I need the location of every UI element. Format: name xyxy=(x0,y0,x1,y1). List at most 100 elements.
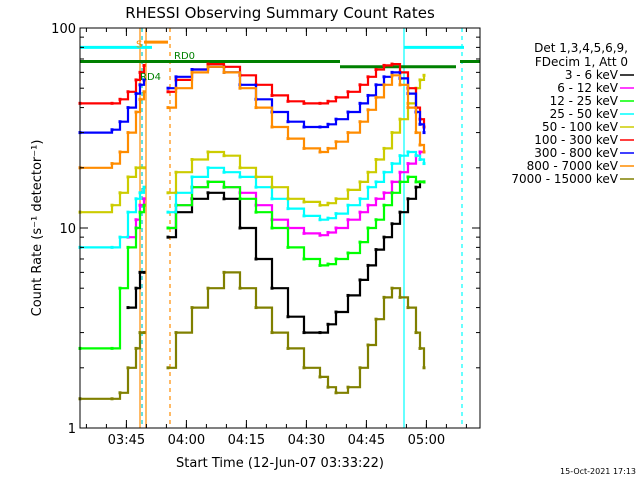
x-tick-label: 04:30 xyxy=(288,433,325,448)
data-point xyxy=(126,131,130,135)
data-point xyxy=(390,62,394,66)
data-point xyxy=(326,146,330,150)
data-point xyxy=(142,331,146,335)
data-point xyxy=(238,166,242,170)
data-point xyxy=(406,150,410,154)
data-point xyxy=(118,150,122,154)
data-point xyxy=(422,73,426,77)
data-point xyxy=(238,226,242,230)
data-point xyxy=(358,120,362,124)
data-point xyxy=(118,391,122,395)
data-point xyxy=(318,218,322,222)
data-point xyxy=(190,70,194,74)
data-point xyxy=(390,180,394,184)
data-point xyxy=(346,293,350,297)
data-point xyxy=(174,331,178,335)
data-point xyxy=(174,75,178,79)
data-point xyxy=(366,93,370,97)
legend-label: 300 - 800 keV xyxy=(534,146,618,160)
data-point xyxy=(366,226,370,230)
data-point xyxy=(374,218,378,222)
data-point xyxy=(326,216,330,220)
series-25-50-kev xyxy=(78,150,426,249)
data-point xyxy=(286,197,290,201)
y-tick-label: 1 xyxy=(68,422,76,437)
data-point xyxy=(382,295,386,299)
series-line xyxy=(80,271,426,400)
y-tick-label: 10 xyxy=(59,222,76,237)
data-point xyxy=(406,175,410,179)
data-point xyxy=(302,257,306,261)
data-point xyxy=(398,170,402,174)
data-point xyxy=(222,270,226,274)
data-point xyxy=(134,346,138,350)
data-point xyxy=(334,391,338,395)
data-point xyxy=(134,226,138,230)
data-point xyxy=(418,78,422,82)
data-point xyxy=(422,162,426,166)
data-point xyxy=(134,197,138,201)
series-line xyxy=(128,150,424,239)
data-point xyxy=(398,117,402,121)
data-point xyxy=(382,170,386,174)
data-point xyxy=(406,106,410,110)
data-point xyxy=(382,75,386,79)
data-point xyxy=(346,251,350,255)
data-point xyxy=(358,210,362,214)
x-tick-label: 05:00 xyxy=(408,433,445,448)
data-point xyxy=(346,131,350,135)
data-point xyxy=(374,248,378,252)
data-point xyxy=(286,245,290,249)
data-point xyxy=(334,226,338,230)
data-point xyxy=(398,83,402,87)
series-line xyxy=(128,180,424,334)
data-point xyxy=(334,197,338,201)
data-point xyxy=(358,366,362,370)
data-point xyxy=(374,317,378,321)
annotation-label: S xyxy=(136,39,142,50)
data-point xyxy=(134,92,138,96)
data-point xyxy=(286,137,290,141)
data-point xyxy=(418,143,422,147)
data-point xyxy=(374,95,378,99)
data-point xyxy=(138,203,142,207)
data-point xyxy=(374,197,378,201)
data-point xyxy=(346,218,350,222)
data-point xyxy=(138,166,142,170)
data-point xyxy=(366,185,370,189)
data-point xyxy=(142,166,146,170)
legend-label: 3 - 6 keV xyxy=(565,68,619,82)
data-point xyxy=(390,70,394,74)
data-point xyxy=(334,310,338,314)
data-point xyxy=(166,191,170,195)
data-point xyxy=(110,203,114,207)
data-point xyxy=(238,286,242,290)
data-point xyxy=(418,346,422,350)
data-point xyxy=(138,70,142,74)
data-point xyxy=(270,185,274,189)
data-point xyxy=(206,180,210,184)
data-point xyxy=(418,150,422,154)
data-point xyxy=(222,170,226,174)
data-point xyxy=(326,230,330,234)
data-point xyxy=(414,331,418,335)
data-point xyxy=(138,210,142,214)
data-point xyxy=(222,70,226,74)
data-point xyxy=(366,170,370,174)
data-point xyxy=(254,210,258,214)
data-point xyxy=(358,240,362,244)
data-point xyxy=(302,125,306,129)
data-point xyxy=(346,203,350,207)
data-point xyxy=(270,286,274,290)
data-point xyxy=(134,218,138,222)
series-layer xyxy=(78,62,426,401)
data-point xyxy=(390,131,394,135)
data-point xyxy=(166,226,170,230)
data-point xyxy=(118,235,122,239)
data-point xyxy=(374,158,378,162)
data-point xyxy=(302,231,306,235)
data-point xyxy=(126,90,130,94)
data-point xyxy=(110,128,114,132)
data-point xyxy=(286,120,290,124)
data-point xyxy=(318,125,322,129)
